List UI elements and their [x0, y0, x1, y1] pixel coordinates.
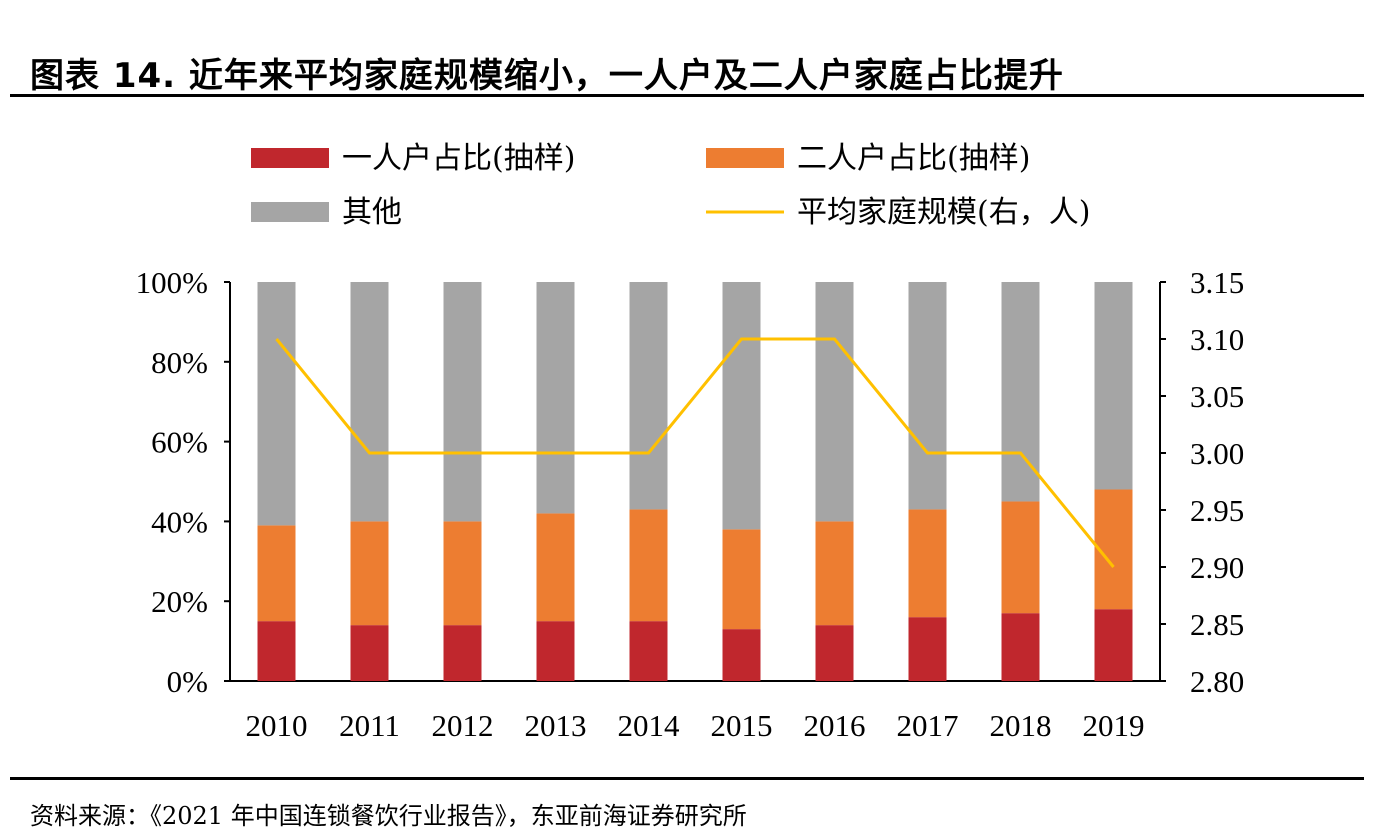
x-label-2019: 2019	[1083, 708, 1145, 743]
left-tick-label: 80%	[151, 345, 208, 380]
line-series	[275, 337, 1115, 568]
right-tick-label: 2.85	[1190, 607, 1244, 642]
bar-other-2010	[257, 282, 296, 526]
left-tick-label: 40%	[151, 504, 208, 539]
bar-one-person-2011	[350, 625, 389, 681]
bar-other-2014	[629, 282, 668, 510]
bar-other-2017	[908, 282, 947, 510]
x-label-2013: 2013	[525, 708, 587, 743]
bar-one-person-2017	[908, 617, 947, 681]
title-divider	[10, 94, 1364, 97]
legend-swatch-other	[251, 202, 329, 222]
bar-other-2012	[443, 282, 482, 522]
bar-other-2015	[722, 282, 761, 530]
x-label-2015: 2015	[711, 708, 773, 743]
right-tick-label: 2.80	[1190, 664, 1244, 699]
bar-one-person-2013	[536, 621, 575, 681]
left-axis-ticks: 0% 20% 40% 60% 80% 100%	[136, 265, 230, 699]
stacked-bar-line-chart: 一人户占比(抽样) 二人户占比(抽样) 其他 平均家庭规模(右，人) 0% 20%…	[136, 141, 1245, 743]
right-tick-label: 3.15	[1190, 265, 1244, 300]
x-label-2010: 2010	[246, 708, 308, 743]
x-label-2017: 2017	[897, 708, 959, 743]
left-tick-label: 60%	[151, 425, 208, 460]
bar-two-person-2014	[629, 509, 668, 622]
bar-other-2013	[536, 282, 575, 514]
x-label-2018: 2018	[990, 708, 1052, 743]
x-label-2012: 2012	[432, 708, 494, 743]
bar-two-person-2016	[815, 521, 854, 626]
x-label-2011: 2011	[339, 708, 400, 743]
bar-two-person-2013	[536, 513, 575, 622]
bar-two-person-2010	[257, 525, 296, 622]
legend-label-avg-size: 平均家庭规模(右，人)	[797, 195, 1090, 230]
bar-one-person-2018	[1001, 613, 1040, 681]
bar-other-2016	[815, 282, 854, 522]
bar-two-person-2012	[443, 521, 482, 626]
footer-divider	[10, 777, 1364, 780]
right-tick-label: 3.10	[1190, 322, 1244, 357]
bar-other-2018	[1001, 282, 1040, 502]
left-tick-label: 100%	[136, 265, 208, 300]
bar-one-person-2019	[1094, 609, 1133, 681]
legend-label-two-person: 二人户占比(抽样)	[797, 141, 1030, 176]
right-tick-label: 3.05	[1190, 379, 1244, 414]
bar-one-person-2016	[815, 625, 854, 681]
bar-two-person-2018	[1001, 501, 1040, 614]
bar-series	[257, 282, 1133, 681]
figure-title: 图表 14. 近年来平均家庭规模缩小，一人户及二人户家庭占比提升	[30, 56, 1064, 96]
legend: 一人户占比(抽样) 二人户占比(抽样) 其他 平均家庭规模(右，人)	[251, 141, 1090, 230]
bar-other-2011	[350, 282, 389, 522]
legend-label-one-person: 一人户占比(抽样)	[342, 141, 575, 176]
x-label-2014: 2014	[618, 708, 681, 743]
bar-one-person-2010	[257, 621, 296, 681]
x-label-2016: 2016	[804, 708, 866, 743]
bar-one-person-2012	[443, 625, 482, 681]
bar-one-person-2015	[722, 629, 761, 681]
legend-swatch-two-person	[706, 148, 784, 168]
left-tick-label: 0%	[167, 664, 208, 699]
bar-two-person-2011	[350, 521, 389, 626]
bar-two-person-2015	[722, 529, 761, 630]
bar-two-person-2017	[908, 509, 947, 618]
right-axis-ticks: 2.80 2.85 2.90 2.95 3.00 3.05 3.10 3.15	[1160, 265, 1244, 699]
legend-swatch-one-person	[251, 148, 329, 168]
right-tick-label: 2.95	[1190, 493, 1244, 528]
legend-label-other: 其他	[342, 195, 402, 230]
right-tick-label: 2.90	[1190, 550, 1244, 585]
avg-household-size-line	[275, 337, 1115, 568]
x-axis-labels: 2010 2011 2012 2013 2014 2015 2016 2017 2018 2019	[246, 708, 1145, 743]
right-tick-label: 3.00	[1190, 436, 1244, 471]
bar-other-2019	[1094, 282, 1133, 490]
source-note: 资料来源：《2021 年中国连锁餐饮行业报告》，东亚前海证券研究所	[30, 802, 747, 830]
left-tick-label: 20%	[151, 584, 208, 619]
bar-one-person-2014	[629, 621, 668, 681]
